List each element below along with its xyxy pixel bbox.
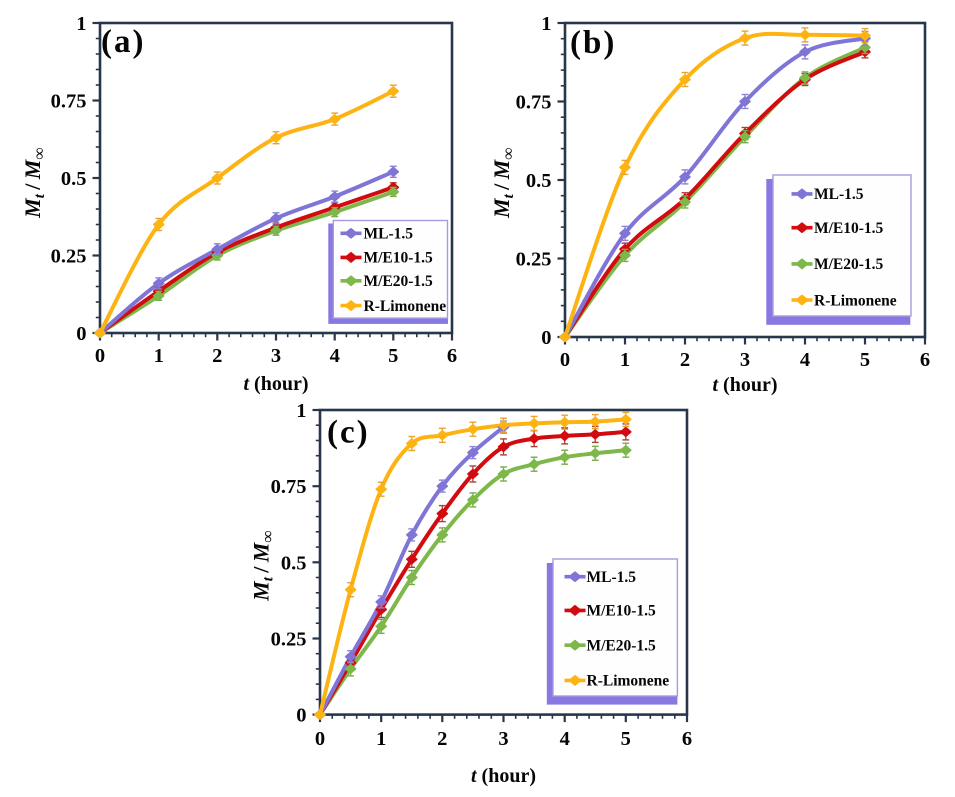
svg-text:t (hour): t (hour)	[712, 374, 777, 396]
svg-text:M/E10-1.5: M/E10-1.5	[587, 603, 657, 620]
svg-text:1: 1	[620, 349, 630, 371]
svg-text:(b): (b)	[570, 25, 616, 61]
svg-text:0.25: 0.25	[51, 246, 87, 268]
svg-text:ML-1.5: ML-1.5	[364, 226, 414, 243]
svg-text:Mt / M∞: Mt / M∞	[249, 531, 278, 602]
svg-text:1: 1	[296, 400, 306, 422]
svg-text:0: 0	[560, 349, 570, 371]
svg-text:3: 3	[271, 345, 281, 367]
svg-text:0.5: 0.5	[61, 168, 87, 190]
svg-text:1: 1	[76, 13, 86, 35]
svg-text:0: 0	[76, 323, 86, 345]
svg-text:2: 2	[437, 728, 447, 750]
svg-text:0: 0	[315, 728, 325, 750]
svg-text:2: 2	[212, 345, 222, 367]
svg-text:0.5: 0.5	[281, 552, 307, 574]
svg-text:3: 3	[740, 349, 750, 371]
svg-text:4: 4	[800, 349, 810, 371]
svg-text:Mt / M∞: Mt / M∞	[489, 148, 518, 219]
svg-text:5: 5	[388, 345, 398, 367]
svg-text:5: 5	[621, 728, 631, 750]
svg-text:Mt / M∞: Mt / M∞	[20, 148, 49, 219]
svg-text:6: 6	[682, 728, 692, 750]
svg-text:6: 6	[447, 345, 457, 367]
svg-text:M/E20-1.5: M/E20-1.5	[814, 256, 884, 273]
svg-text:0.25: 0.25	[516, 249, 552, 271]
svg-text:M/E10-1.5: M/E10-1.5	[364, 250, 434, 267]
svg-text:0.25: 0.25	[271, 629, 307, 651]
svg-text:4: 4	[560, 728, 570, 750]
svg-text:t (hour): t (hour)	[471, 765, 536, 787]
svg-text:M/E20-1.5: M/E20-1.5	[364, 273, 434, 290]
svg-text:0: 0	[296, 705, 306, 727]
svg-text:3: 3	[498, 728, 508, 750]
svg-text:1: 1	[154, 345, 164, 367]
svg-text:(a): (a)	[101, 24, 145, 60]
svg-text:t (hour): t (hour)	[243, 373, 308, 395]
svg-text:4: 4	[330, 345, 340, 367]
svg-text:0: 0	[541, 327, 551, 349]
svg-text:M/E20-1.5: M/E20-1.5	[587, 638, 657, 655]
svg-text:ML-1.5: ML-1.5	[587, 569, 637, 586]
svg-text:1: 1	[376, 728, 386, 750]
svg-text:R-Limonene: R-Limonene	[814, 292, 897, 309]
svg-text:M/E10-1.5: M/E10-1.5	[814, 220, 884, 237]
svg-text:2: 2	[680, 349, 690, 371]
svg-text:6: 6	[920, 349, 930, 371]
svg-text:(c): (c)	[327, 415, 370, 451]
svg-text:0.75: 0.75	[516, 92, 552, 114]
svg-text:0: 0	[95, 345, 105, 367]
svg-text:R-Limonene: R-Limonene	[364, 298, 447, 315]
svg-text:1: 1	[541, 13, 551, 35]
svg-text:ML-1.5: ML-1.5	[814, 186, 864, 203]
svg-text:R-Limonene: R-Limonene	[587, 673, 670, 690]
svg-text:5: 5	[860, 349, 870, 371]
svg-text:0.75: 0.75	[271, 476, 307, 498]
svg-text:0.5: 0.5	[526, 170, 552, 192]
svg-text:0.75: 0.75	[51, 91, 87, 113]
